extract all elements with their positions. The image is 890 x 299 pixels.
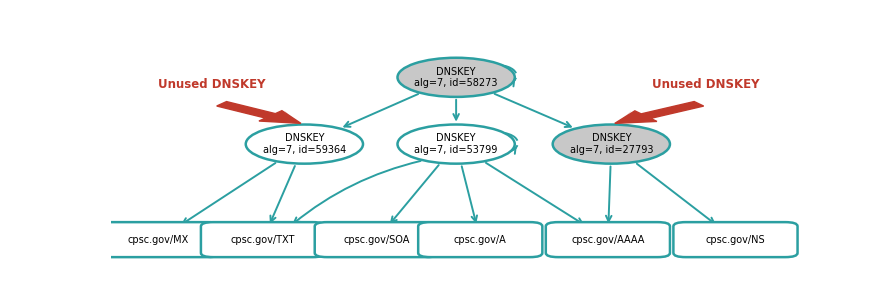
Text: Unused DNSKEY: Unused DNSKEY xyxy=(652,78,759,91)
Text: DNSKEY
alg=7, id=27793: DNSKEY alg=7, id=27793 xyxy=(570,133,653,155)
FancyArrowPatch shape xyxy=(462,166,477,222)
FancyBboxPatch shape xyxy=(418,222,542,257)
FancyArrowPatch shape xyxy=(294,161,421,223)
FancyArrowPatch shape xyxy=(486,163,582,224)
Ellipse shape xyxy=(398,124,514,164)
Text: Unused DNSKEY: Unused DNSKEY xyxy=(158,78,265,91)
FancyArrowPatch shape xyxy=(271,166,295,222)
Text: DNSKEY
alg=7, id=53799: DNSKEY alg=7, id=53799 xyxy=(415,133,498,155)
FancyArrowPatch shape xyxy=(182,163,275,224)
Polygon shape xyxy=(216,102,301,123)
Text: cpsc.gov/MX: cpsc.gov/MX xyxy=(127,235,189,245)
FancyArrowPatch shape xyxy=(391,165,439,222)
Text: cpsc.gov/A: cpsc.gov/A xyxy=(454,235,506,245)
FancyBboxPatch shape xyxy=(674,222,797,257)
FancyBboxPatch shape xyxy=(201,222,325,257)
FancyBboxPatch shape xyxy=(96,222,220,257)
Text: DNSKEY
alg=7, id=58273: DNSKEY alg=7, id=58273 xyxy=(415,66,498,88)
Text: cpsc.gov/SOA: cpsc.gov/SOA xyxy=(344,235,410,245)
Text: cpsc.gov/TXT: cpsc.gov/TXT xyxy=(231,235,295,245)
FancyArrowPatch shape xyxy=(606,167,611,221)
FancyBboxPatch shape xyxy=(315,222,439,257)
FancyArrowPatch shape xyxy=(344,94,418,127)
FancyArrowPatch shape xyxy=(637,164,714,223)
FancyArrowPatch shape xyxy=(495,94,570,127)
FancyBboxPatch shape xyxy=(546,222,670,257)
Polygon shape xyxy=(615,102,704,123)
Text: DNSKEY
alg=7, id=59364: DNSKEY alg=7, id=59364 xyxy=(263,133,346,155)
Text: cpsc.gov/NS: cpsc.gov/NS xyxy=(706,235,765,245)
Ellipse shape xyxy=(553,124,670,164)
Text: cpsc.gov/AAAA: cpsc.gov/AAAA xyxy=(571,235,644,245)
FancyArrowPatch shape xyxy=(453,100,459,120)
Ellipse shape xyxy=(398,58,514,97)
Ellipse shape xyxy=(246,124,363,164)
